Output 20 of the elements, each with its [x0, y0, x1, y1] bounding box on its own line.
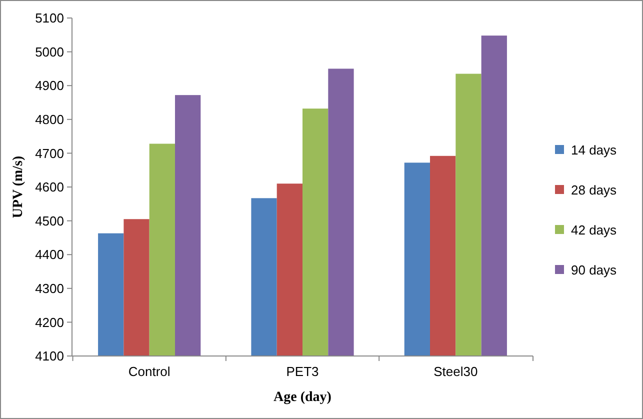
y-tick-label: 4300	[35, 280, 64, 296]
legend-label: 90 days	[571, 262, 618, 278]
y-tick-label: 4200	[35, 314, 64, 330]
y-tick-label: 4500	[35, 213, 64, 228]
x-tick-label: Control	[128, 364, 170, 379]
y-axis-title: UPV (m/s)	[11, 155, 26, 218]
legend-label: 14 days	[571, 142, 618, 158]
y-tick-label: 4600	[35, 180, 64, 195]
y-tick-label: 5000	[35, 44, 64, 60]
y-tick-label: 5100	[35, 10, 64, 26]
y-tick-label: 4400	[35, 247, 64, 262]
y-tick-label: 4100	[35, 348, 64, 364]
legend-label: 42 days	[571, 222, 618, 238]
y-tick-label: 4800	[35, 112, 64, 127]
legend-label: 28 days	[571, 182, 618, 198]
y-tick-label: 4900	[35, 78, 64, 94]
y-tick-label: 4700	[35, 146, 64, 161]
x-tick-label: Steel30	[434, 364, 478, 379]
x-axis-title: Age (day)	[274, 390, 332, 405]
x-tick-label: PET3	[286, 364, 319, 379]
